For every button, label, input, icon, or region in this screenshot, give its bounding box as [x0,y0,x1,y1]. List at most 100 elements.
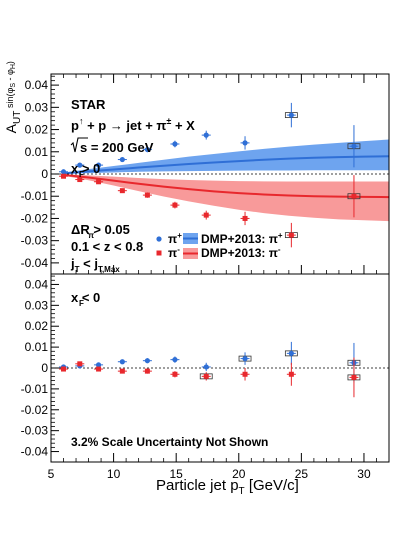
bottom-x-axis: 5 10 15 20 25 30 [48,453,390,481]
pi-plus-point [288,112,294,118]
pi-minus-point [61,173,67,179]
y-tick-label: -0.03 [21,234,49,248]
pi-minus-point [172,202,178,208]
y-tick-label: -0.02 [21,403,49,417]
experiment-label: STAR [71,97,106,112]
y-tick-label: 0.04 [25,78,49,92]
x-tick-label: 30 [357,467,371,481]
pi-minus-point [119,188,125,194]
pi-plus-point [351,143,357,149]
top-x-ticks [50,74,390,274]
pi-minus-point [203,212,209,218]
legend-pi-plus-marker [156,236,162,242]
pi-plus-point [119,359,125,365]
y-tick-label: -0.04 [21,445,49,459]
pi-plus-point [172,141,178,147]
y-tick-label: -0.04 [21,256,49,270]
xf-positive-subscript: F [79,170,84,179]
pi-plus-point [172,357,178,363]
bottom-y-axis: 0.04 0.03 0.02 0.01 0 -0.01 -0.02 -0.03 -0.04 [21,275,59,459]
bottom-panel: 0.04 0.03 0.02 0.01 0 -0.01 -0.02 -0.03 -0.04 5 1… [21,273,390,481]
xf-negative-label: x < 0 [71,290,100,305]
legend-pi-minus-marker [156,250,162,256]
y-tick-label: 0.02 [25,123,49,137]
y-tick-label: 0.01 [25,145,49,159]
pi-minus-point [288,371,294,377]
pi-minus-point [77,361,83,367]
x-tick-label: 20 [232,467,246,481]
x-tick-label: 15 [170,467,184,481]
pi-minus-point [61,366,67,372]
dmp-minus-band [63,174,389,222]
pi-minus-point [96,366,102,372]
dmp-minus-curve [63,173,390,199]
pi-minus-point [242,215,248,221]
y-tick-label: 0 [41,167,48,181]
pi-minus-point [77,177,83,183]
y-tick-label: -0.01 [21,189,49,203]
sqrt-symbol [70,137,88,153]
svg-text:sin(φS - φH): sin(φS - φH) [5,61,17,108]
pi-minus-point [203,373,209,379]
pi-minus-point [96,179,102,185]
pi-plus-point [77,162,83,168]
x-tick-label: 10 [107,467,121,481]
dmp-minus-band-layer [63,173,390,222]
pi-plus-point [144,146,150,153]
pi-minus-point [119,368,125,374]
dmp-plus-band-layer [63,139,390,175]
pi-minus-point [144,192,150,198]
pi-plus-point [95,162,102,168]
top-panel: 0.04 0.03 0.02 0.01 0 -0.01 -0.02 -0.03 -0.04 ST… [21,73,390,275]
y-tick-label: 0.03 [25,100,49,114]
sqrt-s-text: s = 200 GeV [80,140,154,155]
pi-plus-point [288,350,294,356]
y-tick-label: 0.03 [25,298,49,312]
pi-plus-point [119,156,125,163]
delta-r-subscript: π [88,231,94,240]
pi-plus-point [203,364,209,370]
pi-plus-point [95,362,102,368]
pi-minus-point [172,371,178,377]
reaction-label: p↑ + p → jet + π± + X [71,116,195,133]
x-axis-title: Particle jet pT [GeV/c] [156,477,299,497]
x-tick-label: 5 [48,467,55,481]
legend: π+ π- DMP+2013: π+ DMP+2013: π- [156,231,283,260]
jt-cut: jT < jT,Max [70,256,120,274]
legend-pi-plus-label: π+ [168,231,182,246]
pi-minus-point [288,232,294,238]
x-tick-label: 25 [295,467,309,481]
sqrt-s-label: s = 200 GeV [70,137,154,155]
pi-plus-point [203,132,209,138]
top-y-axis: 0.04 0.03 0.02 0.01 0 -0.01 -0.02 -0.03 -0.04 [21,75,59,270]
y-tick-label: 0.04 [25,277,49,291]
pi-plus-point [242,140,248,146]
legend-dmp-minus-label: DMP+2013: π- [201,245,281,260]
pi-minus-point [144,368,150,374]
pi-minus-point [242,371,248,377]
bottom-data-points [59,341,361,398]
z-cut: 0.1 < z < 0.8 [71,239,143,254]
pi-minus-point [351,374,357,380]
pi-plus-point [144,358,150,364]
y-tick-label: -0.02 [21,211,49,225]
pi-minus-point [351,193,357,199]
pi-plus-point [60,169,67,175]
pi-plus-point [242,356,248,362]
legend-dmp-plus-label: DMP+2013: π+ [201,231,283,246]
scale-uncertainty-note: 3.2% Scale Uncertainty Not Shown [71,435,268,449]
y-tick-label: 0.01 [25,340,49,354]
y-tick-label: -0.01 [21,382,49,396]
y-tick-label: 0.02 [25,319,49,333]
dmp-plus-curve [63,155,390,175]
delta-r-cut: ΔR > 0.05 [71,222,130,237]
y-tick-label: 0 [41,361,48,375]
xf-positive-label: x > 0 [71,161,100,176]
legend-pi-minus-label: π- [168,245,180,260]
dmp-plus-band [63,139,389,174]
xf-negative-subscript: F [79,299,84,308]
y-tick-label: -0.03 [21,424,49,438]
top-data-points [59,102,361,248]
